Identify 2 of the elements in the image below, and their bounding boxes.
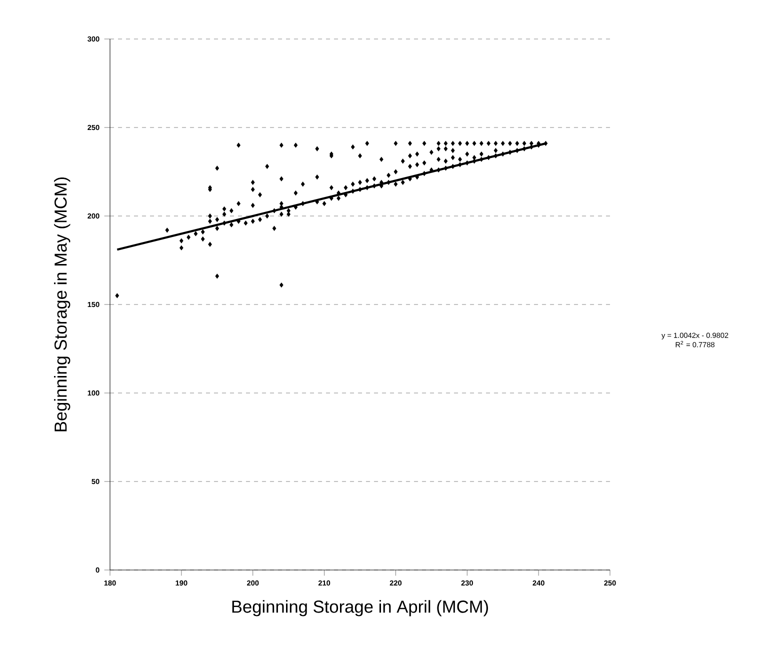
x-axis-title: Beginning Storage in April (MCM) [232,600,488,616]
y-axis-title: Beginning Storage in May (MCM) [54,177,70,432]
